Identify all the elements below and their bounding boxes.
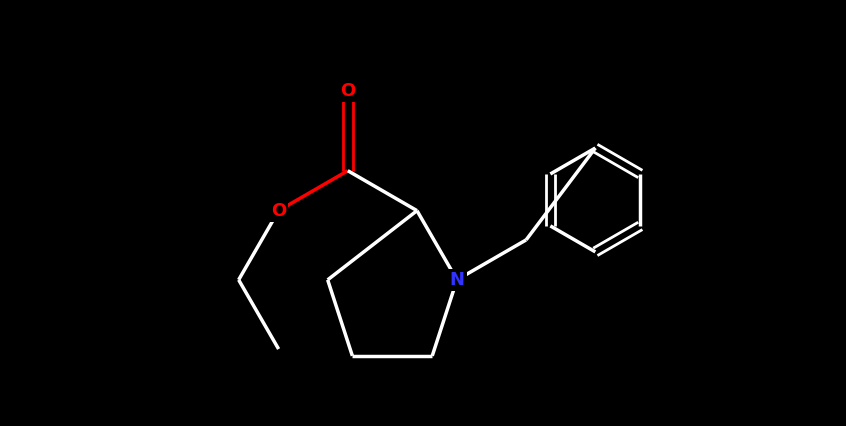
Text: N: N xyxy=(449,271,464,289)
Text: O: O xyxy=(340,82,355,100)
Text: O: O xyxy=(271,201,286,220)
